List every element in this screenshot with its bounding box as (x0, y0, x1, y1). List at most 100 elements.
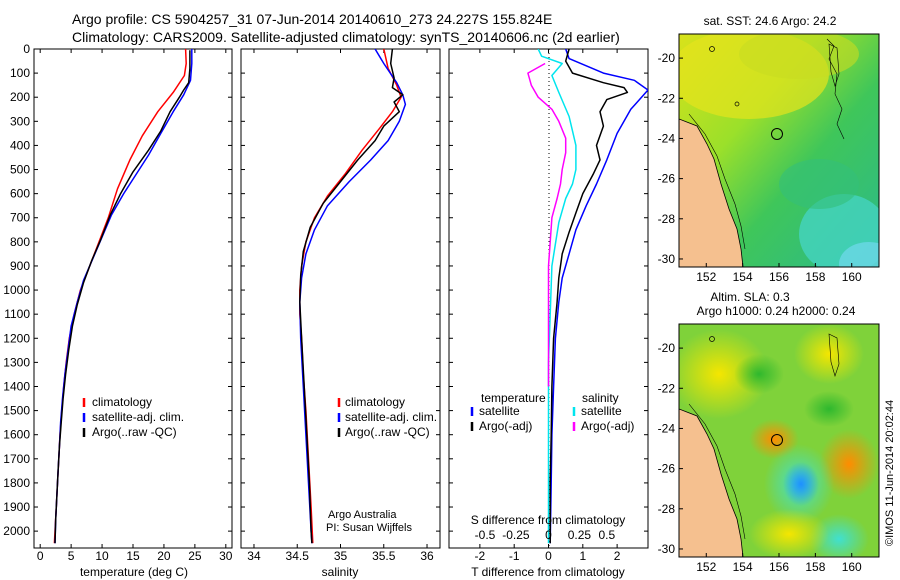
sla-map: Altim. SLA: 0.3 Argo h1000: 0.24 h2000: … (658, 290, 880, 574)
salinity-x-axis: 34 34.5 35 35.5 36 (247, 49, 434, 563)
lat-tick-label: -22 (658, 91, 676, 105)
difference-depth-ticks (449, 48, 648, 532)
depth-tick-label: 100 (10, 66, 30, 80)
depth-tick-label: 2000 (3, 524, 30, 538)
s-diff-tick-label: 0.25 (568, 528, 592, 542)
depth-tick-label: 500 (10, 163, 30, 177)
series-line-argo-raw-qc- (299, 49, 404, 544)
header-line-1: Argo profile: CS 5904257_31 07-Jun-2014 … (72, 11, 552, 27)
depth-tick-label: 1100 (4, 307, 30, 321)
depth-tick-label: 900 (10, 259, 30, 273)
x-tick-label: 35 (334, 549, 348, 563)
lat-tick-label: -22 (658, 381, 676, 395)
s-diff-tick-label: 0.5 (598, 528, 615, 542)
legend-temperature-header: temperature (481, 391, 546, 405)
lat-tick-label: -30 (658, 252, 676, 266)
series-line-temperature-argo-adj- (549, 49, 629, 544)
depth-tick-label: 400 (10, 138, 30, 152)
x-tick-label: 5 (68, 549, 75, 563)
salinity-legend: climatology satellite-adj. clim. Argo(..… (337, 395, 437, 439)
salinity-x-label: salinity (322, 565, 359, 579)
lon-tick-label: 158 (805, 270, 825, 284)
header-line-2: Climatology: CARS2009. Satellite-adjuste… (72, 29, 620, 45)
lon-tick-label: 156 (769, 560, 789, 574)
x-tick-label: 36 (420, 549, 434, 563)
depth-tick-label: 1700 (3, 452, 30, 466)
s-difference-tick-labels: -0.5 -0.25 0 0.25 0.5 (475, 528, 616, 542)
lon-tick-label: 160 (842, 560, 862, 574)
lat-tick-label: -20 (658, 341, 676, 355)
lat-tick-label: -28 (658, 212, 676, 226)
sst-map: sat. SST: 24.6 Argo: 24.2 152 154 156 158 16… (658, 14, 880, 284)
salinity-panel: 34 34.5 35 35.5 36 climatology satellite-adj… (240, 48, 441, 579)
sla-map-subtitle: Argo h1000: 0.24 h2000: 0.24 (697, 304, 856, 318)
legend-satellite-label: satellite-adj. clim. (92, 410, 184, 424)
salinity-plot-frame (240, 48, 441, 549)
salinity-series (299, 49, 407, 544)
lat-tick-label: -28 (658, 502, 676, 516)
legend-sal-satellite-label: satellite (581, 404, 622, 418)
difference-legend: temperature salinity satellite Argo(-adj… (470, 391, 634, 433)
depth-tick-label: 600 (10, 187, 30, 201)
legend-argo-label: Argo(..raw -QC) (345, 425, 430, 439)
sla-map-lon-axis: 152 154 156 158 160 (696, 553, 862, 574)
sst-map-title: sat. SST: 24.6 Argo: 24.2 (704, 14, 837, 28)
x-tick-label: 1 (579, 549, 586, 563)
t-difference-label: T difference from climatology (471, 565, 625, 579)
lon-tick-label: 156 (769, 270, 789, 284)
sla-map-image (679, 324, 879, 557)
sst-map-image (679, 34, 879, 267)
difference-x-axis: -2 -1 0 1 2 (475, 49, 621, 563)
lat-tick-label: -24 (658, 421, 676, 435)
temperature-x-label: temperature (deg C) (80, 565, 188, 579)
depth-tick-label: 0 (23, 42, 30, 56)
lat-tick-label: -26 (658, 462, 676, 476)
temperature-panel: 0100200300400500600700800900100011001200… (3, 42, 233, 579)
depth-tick-label: 1000 (3, 283, 30, 297)
x-tick-label: 34 (247, 549, 261, 563)
series-line-salinity-argo-adj- (527, 62, 567, 387)
legend-temp-argo-label: Argo(-adj) (479, 419, 532, 433)
legend-satellite-label: satellite-adj. clim. (345, 410, 437, 424)
lat-tick-label: -26 (658, 172, 676, 186)
legend-climatology-label: climatology (92, 395, 152, 409)
lon-tick-label: 154 (733, 560, 753, 574)
x-tick-label: 10 (95, 549, 109, 563)
sla-map-title: Altim. SLA: 0.3 (710, 290, 790, 304)
lon-tick-label: 154 (733, 270, 753, 284)
x-tick-label: 34.5 (286, 549, 310, 563)
x-tick-label: -1 (509, 549, 520, 563)
series-line-satellite-adj-clim- (299, 49, 407, 544)
depth-tick-label: 1500 (3, 404, 30, 418)
x-tick-label: 0 (545, 549, 552, 563)
lon-tick-label: 160 (842, 270, 862, 284)
imos-timestamp-watermark: ©IMOS 11-Jun-2014 20:02:44 (884, 400, 896, 546)
x-tick-label: 20 (157, 549, 171, 563)
salinity-depth-ticks (241, 48, 440, 532)
legend-sal-argo-label: Argo(-adj) (581, 419, 634, 433)
depth-tick-label: 1800 (3, 476, 30, 490)
x-tick-label: 0 (37, 549, 44, 563)
temperature-depth-axis: 0 100 200 300 400 500 600 700 800 900 1000 1100 1200… (3, 42, 232, 538)
depth-tick-label: 1600 (3, 428, 30, 442)
x-tick-label: 25 (188, 549, 202, 563)
legend-temp-satellite-label: satellite (479, 404, 520, 418)
depth-tick-label: 800 (10, 235, 30, 249)
depth-tick-label: 1200 (3, 331, 30, 345)
s-diff-tick-label: -0.25 (502, 528, 530, 542)
lat-tick-label: -30 (658, 542, 676, 556)
x-tick-label: 15 (126, 549, 140, 563)
sst-map-lat-axis: -20 -22 -24 -26 -28 -30 (658, 51, 683, 266)
legend-argo-label: Argo(..raw -QC) (92, 425, 177, 439)
lon-tick-label: 158 (805, 560, 825, 574)
temperature-series (53, 49, 193, 544)
depth-tick-label: 1300 (3, 355, 30, 369)
depth-tick-label: 700 (10, 211, 30, 225)
legend-salinity-header: salinity (582, 391, 619, 405)
difference-series (527, 49, 648, 544)
x-tick-label: 2 (614, 549, 621, 563)
x-tick-label: 35.5 (372, 549, 396, 563)
lat-tick-label: -24 (658, 131, 676, 145)
temperature-x-axis: 0 5 10 15 20 25 30 (37, 49, 233, 563)
